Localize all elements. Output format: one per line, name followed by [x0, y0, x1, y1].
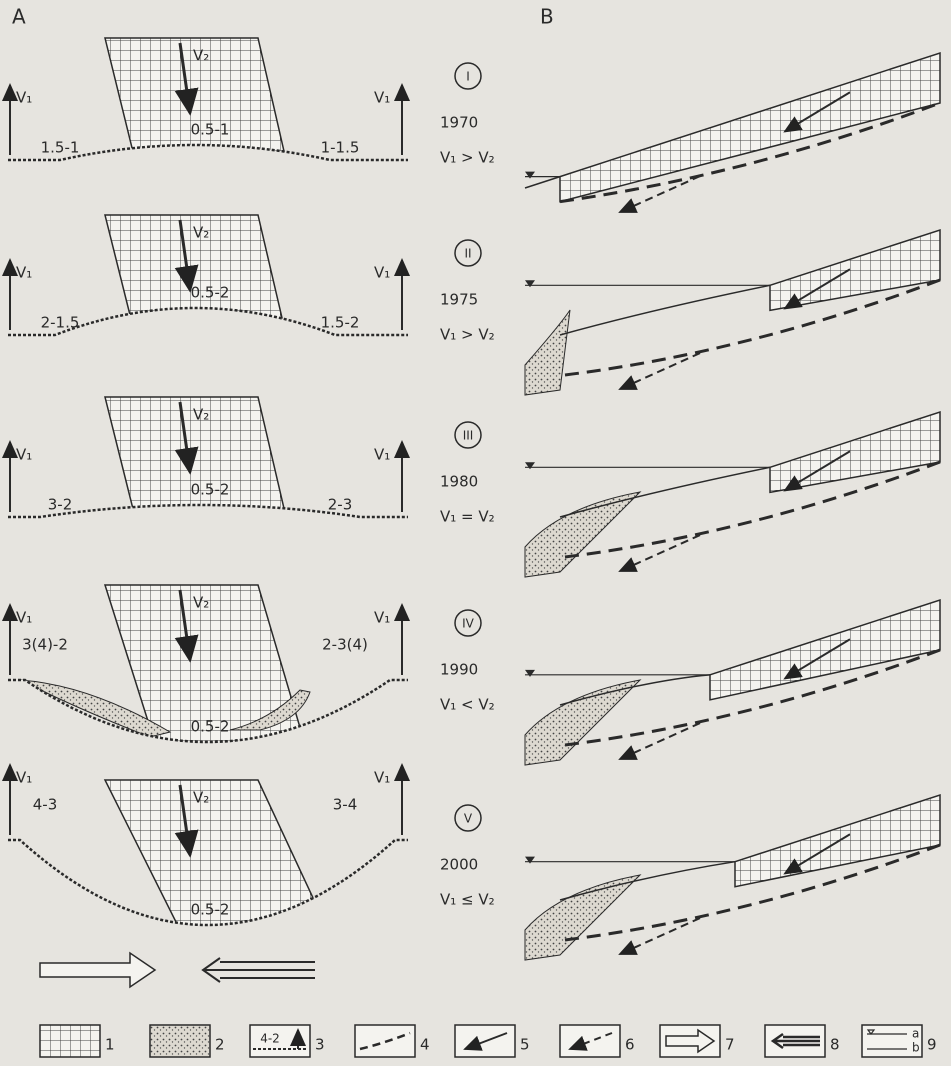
legend-number: 6	[625, 1036, 635, 1054]
flow-left: 4-3	[33, 796, 58, 814]
legend-number: 4	[420, 1036, 430, 1054]
legend-box	[660, 1025, 720, 1057]
v2-label: V₂	[193, 594, 209, 612]
slope-surface	[560, 285, 770, 335]
legend-number: 9	[927, 1036, 937, 1054]
v1-label: V₁	[16, 89, 32, 107]
v2-label: V₂	[193, 47, 209, 65]
v1-label: V₁	[374, 264, 390, 282]
year: 1980	[440, 473, 478, 491]
flow-right: 1-1.5	[321, 139, 360, 157]
level-marker	[525, 172, 535, 179]
ice-profile	[770, 230, 940, 310]
v1-label: V₁	[374, 89, 390, 107]
year: 1975	[440, 291, 478, 309]
level-marker	[525, 280, 535, 287]
year: 1970	[440, 114, 478, 132]
legend-number: 5	[520, 1036, 530, 1054]
year: 1990	[440, 661, 478, 679]
flow-right: 3-4	[333, 796, 358, 814]
ice-profile	[560, 53, 940, 202]
flow-right: 2-3	[328, 496, 353, 514]
v1-label: V₁	[16, 446, 32, 464]
v1-label: V₁	[16, 609, 32, 627]
figure: A B V₁ V₁ V₂ 1.5-1 0.5-1 1-1.5 I 1970 V₁ > V₂ V₁ V…	[0, 0, 951, 1066]
level-marker	[525, 857, 535, 864]
v2-label: V₂	[193, 789, 209, 807]
relation: V₁ < V₂	[440, 696, 495, 714]
ice-profile	[710, 600, 940, 700]
v1-label: V₁	[374, 446, 390, 464]
flow-right: 1.5-2	[321, 314, 360, 332]
level-marker	[525, 670, 535, 677]
legend-box	[150, 1025, 210, 1057]
v1-label: V₁	[374, 609, 390, 627]
flow-center: 0.5-2	[191, 481, 230, 499]
stage-numeral: III	[463, 429, 474, 443]
bed-dashed	[565, 280, 940, 375]
sediment	[525, 680, 640, 765]
legend-box	[40, 1025, 100, 1057]
flow-center: 0.5-2	[191, 284, 230, 302]
flow-center: 0.5-2	[191, 718, 230, 736]
v1-label: V₁	[16, 769, 32, 787]
v1-label: V₁	[16, 264, 32, 282]
flow-left: 2-1.5	[41, 314, 80, 332]
legend-label: 4-2	[260, 1032, 280, 1046]
v1-label: V₁	[374, 769, 390, 787]
flow-right: 2-3(4)	[322, 636, 368, 654]
relation: V₁ ≤ V₂	[440, 891, 495, 909]
legend-number: 2	[215, 1036, 225, 1054]
flow-left: 1.5-1	[41, 139, 80, 157]
relation: V₁ > V₂	[440, 326, 495, 344]
legend-number: 1	[105, 1036, 115, 1054]
v2-label: V₂	[193, 224, 209, 242]
flow-left: 3-2	[48, 496, 73, 514]
legend-sample	[773, 1034, 820, 1048]
v2-label: V₂	[193, 406, 209, 424]
relation: V₁ > V₂	[440, 149, 495, 167]
sediment	[525, 875, 640, 960]
stage-numeral: II	[464, 247, 471, 261]
sediment	[525, 492, 640, 577]
legend-box	[250, 1025, 310, 1057]
legend-box	[560, 1025, 620, 1057]
sediment	[525, 310, 570, 395]
panel-label: B	[540, 5, 554, 29]
legend-label: b	[912, 1041, 920, 1055]
stage-numeral: V	[464, 812, 473, 826]
level-marker	[525, 462, 535, 469]
year: 2000	[440, 856, 478, 874]
legend-number: 8	[830, 1036, 840, 1054]
relation: V₁ = V₂	[440, 508, 495, 526]
legend-number: 7	[725, 1036, 735, 1054]
legend-label: a	[912, 1027, 919, 1041]
panel-label: A	[12, 5, 26, 29]
flow-center: 0.5-2	[191, 901, 230, 919]
flow-left: 3(4)-2	[22, 636, 68, 654]
flow-center: 0.5-1	[191, 121, 230, 139]
ice-profile	[770, 412, 940, 492]
slope-surface	[525, 177, 560, 188]
stage-numeral: I	[466, 70, 470, 84]
legend-number: 3	[315, 1036, 325, 1054]
stage-numeral: IV	[462, 617, 475, 631]
